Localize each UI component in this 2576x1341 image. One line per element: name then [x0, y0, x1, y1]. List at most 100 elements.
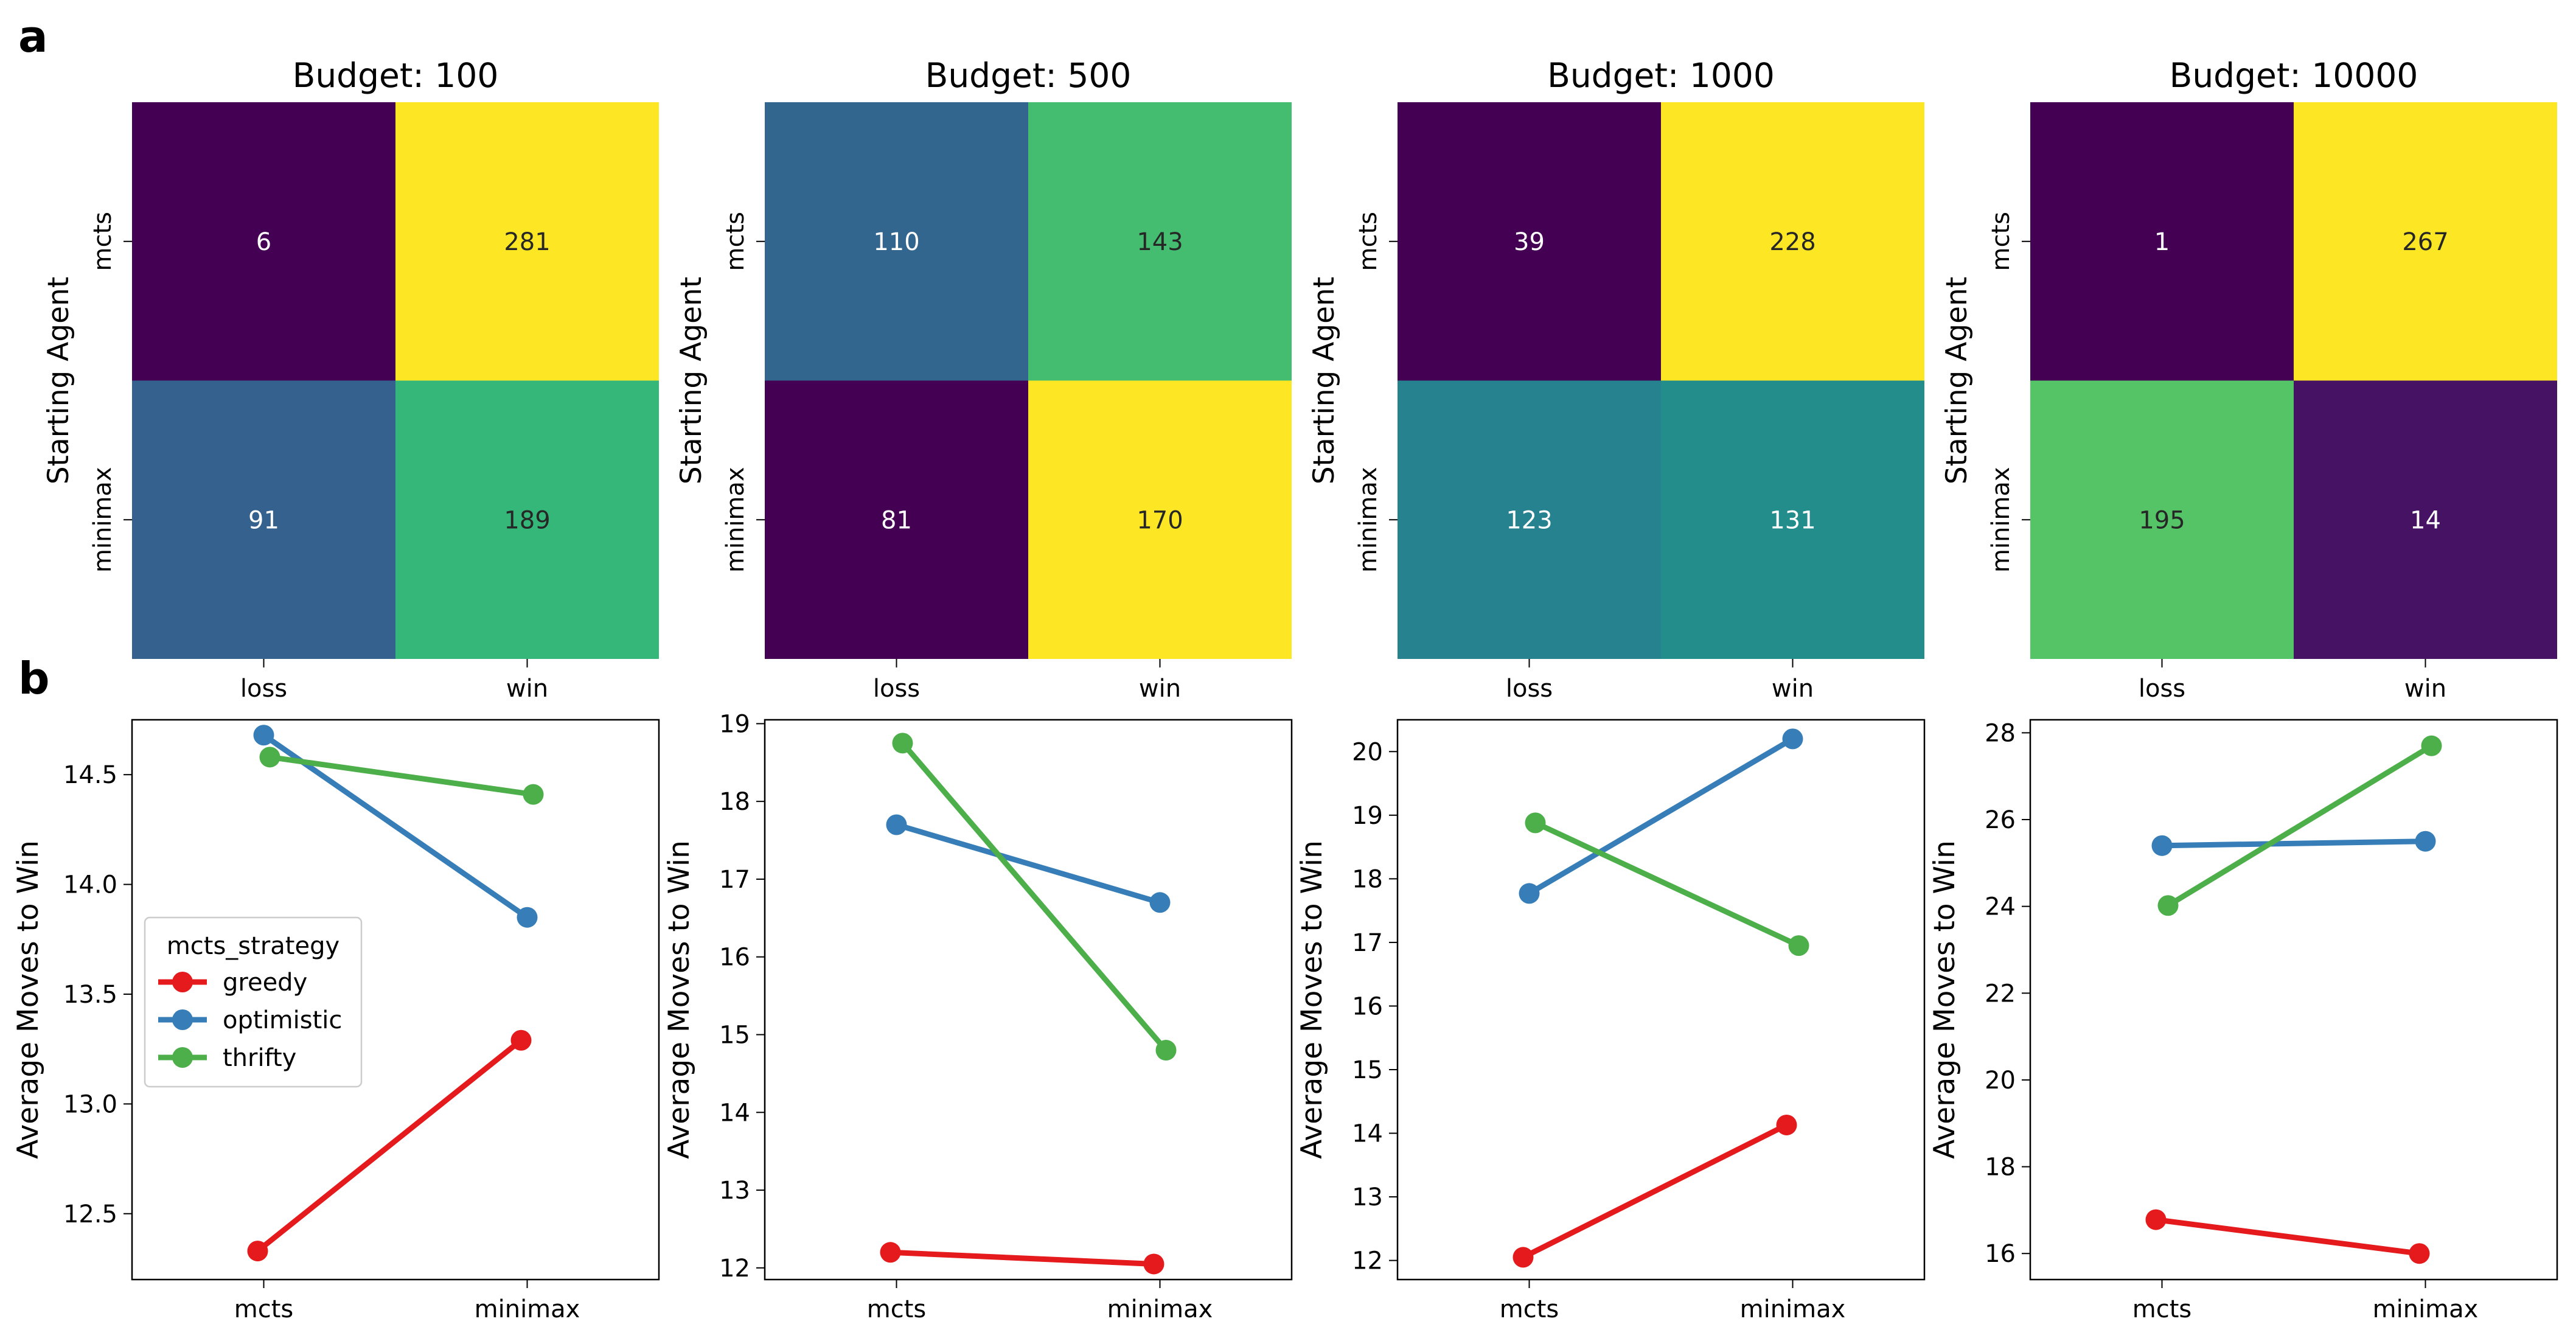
lineplot-1-line-greedy	[255, 1037, 524, 1254]
lineplot-1-ytick-label: 14.0	[63, 871, 117, 899]
heatmap-4-cell-minimax-loss	[2030, 380, 2294, 659]
heatmap-1-ylabel: Starting Agent	[42, 277, 75, 485]
lineplot-1-point-optimistic-mcts	[253, 725, 274, 746]
lineplot-1-ytick-label: 14.5	[63, 761, 117, 789]
heatmap-2-cell-mcts-loss	[765, 102, 1028, 381]
heatmap-2-cell-mcts-win	[1028, 102, 1292, 381]
lineplot-3-frame	[1396, 719, 1926, 1281]
lineplot-3-ytick-label: 12	[1352, 1247, 1383, 1275]
lineplot-3-line-greedy	[1520, 1122, 1789, 1260]
lineplot-3-point-greedy-mcts	[1513, 1247, 1534, 1268]
lineplot-4-line-optimistic	[2159, 838, 2428, 849]
lineplot-3-point-optimistic-minimax	[1782, 728, 1803, 750]
heatmap-2-xtick-label: loss	[873, 675, 920, 703]
heatmap-2-ylabel: Starting Agent	[675, 277, 708, 485]
lineplot-2-ytick-label: 14	[719, 1099, 750, 1127]
lineplot-2-point-thrifty-minimax	[1155, 1040, 1177, 1061]
heatmap-2-cell-label: 81	[881, 506, 912, 534]
lineplot-2-ytick-label: 13	[719, 1177, 750, 1205]
heatmap-4-cell-label: 1	[2154, 228, 2170, 256]
heatmap-3-ytick-label: minimax	[1354, 467, 1382, 573]
heatmap-2-cell-minimax-win	[1028, 380, 1292, 659]
lineplot-2-point-optimistic-mcts	[886, 814, 907, 835]
legend-title: mcts_strategy	[167, 932, 339, 960]
lineplot-1-line-optimistic	[261, 732, 530, 921]
lineplot-1-point-thrifty-mcts	[259, 747, 280, 768]
lineplot-3-ytick-label: 18	[1352, 865, 1383, 893]
heatmap-1-xtick-label: win	[506, 675, 548, 703]
heatmap-3-cell-mcts-loss	[1398, 102, 1661, 381]
heatmap-3-ylabel: Starting Agent	[1307, 277, 1341, 485]
heatmap-3-cell-label: 123	[1506, 506, 1552, 534]
lineplot-2-point-greedy-mcts	[880, 1242, 901, 1263]
lineplot-4-ylabel: Average Moves to Win	[1928, 840, 1962, 1159]
legend-swatch-marker-thrifty	[172, 1047, 193, 1068]
heatmap-2-title: Budget: 500	[925, 56, 1132, 95]
lineplot-2-xtick-label: minimax	[1107, 1295, 1213, 1323]
lineplot-2-point-thrifty-mcts	[892, 733, 913, 754]
lineplot-1-ytick-label: 12.5	[63, 1200, 117, 1228]
lineplot-3-ylabel: Average Moves to Win	[1295, 840, 1329, 1159]
heatmap-4-cell-mcts-loss	[2030, 102, 2294, 381]
heatmap-3-xtick-label: loss	[1506, 675, 1553, 703]
heatmap-3-cell-label: 39	[1514, 228, 1545, 256]
heatmap-4-ytick-label: mcts	[1987, 212, 2015, 271]
heatmap-4-title: Budget: 10000	[2170, 56, 2418, 95]
lineplot-2-ylabel: Average Moves to Win	[663, 840, 696, 1159]
lineplot-4-ytick-label: 26	[1985, 806, 2016, 834]
heatmap-2-xtick-label: win	[1139, 675, 1181, 703]
lineplot-4-ytick-label: 20	[1985, 1067, 2016, 1095]
lineplot-3-ytick-label: 14	[1352, 1120, 1383, 1148]
lineplot-3-ytick-label: 17	[1352, 929, 1383, 957]
lineplot-1-point-greedy-minimax	[510, 1029, 532, 1051]
lineplot-4-point-greedy-mcts	[2145, 1209, 2167, 1230]
legend-entry-optimistic: optimistic	[223, 1006, 342, 1034]
heatmap-1-cell-label: 91	[248, 506, 279, 534]
heatmap-1-cell-mcts-win	[395, 102, 659, 381]
lineplot-3-xtick-label: mcts	[1500, 1295, 1559, 1323]
panel-label-a: a	[18, 11, 48, 62]
lineplot-2-ytick-label: 16	[719, 944, 750, 972]
lineplot-4-ytick-label: 22	[1985, 980, 2016, 1008]
lineplot-4-ytick-label: 18	[1985, 1154, 2016, 1182]
heatmap-1-cell-mcts-loss	[132, 102, 395, 381]
heatmap-3-cell-minimax-win	[1661, 380, 1924, 659]
lineplot-4-point-optimistic-minimax	[2415, 831, 2436, 852]
heatmap-3-xtick-label: win	[1772, 675, 1814, 703]
lineplot-4-xtick-label: minimax	[2373, 1295, 2479, 1323]
lineplot-4-line-greedy	[2153, 1217, 2422, 1256]
lineplot-2-point-optimistic-minimax	[1149, 892, 1171, 913]
heatmap-1-ytick-label: mcts	[89, 212, 117, 271]
lineplot-2-ytick-label: 19	[719, 710, 750, 738]
lineplot-4-ytick-label: 28	[1985, 719, 2016, 747]
legend-swatch-marker-greedy	[172, 972, 193, 992]
legend-swatch-marker-optimistic	[172, 1009, 193, 1030]
lineplot-1-xtick-label: minimax	[475, 1295, 580, 1323]
heatmap-2-cell-label: 143	[1137, 228, 1183, 256]
lineplot-4-frame	[2029, 719, 2558, 1281]
lineplot-4-ytick-label: 16	[1985, 1240, 2016, 1268]
heatmap-1-cell-minimax-loss	[132, 380, 395, 659]
legend-entry-greedy: greedy	[223, 969, 307, 997]
heatmap-2-ytick-label: minimax	[722, 467, 750, 573]
heatmap-3-ytick-label: mcts	[1354, 212, 1382, 271]
lineplot-1-ytick-label: 13.5	[63, 981, 117, 1009]
lineplot-3-ytick-label: 16	[1352, 992, 1383, 1020]
lineplot-1-xtick-label: mcts	[234, 1295, 293, 1323]
lineplot-2-ytick-label: 18	[719, 788, 750, 816]
heatmap-3-cell-label: 131	[1769, 506, 1815, 534]
heatmap-2-cell-label: 110	[873, 228, 919, 256]
heatmap-3-cell-mcts-win	[1661, 102, 1924, 381]
heatmap-3-cell-label: 228	[1769, 228, 1815, 256]
heatmap-3-title: Budget: 1000	[1547, 56, 1775, 95]
lineplot-1-point-thrifty-minimax	[523, 784, 544, 805]
heatmap-1-cell-label: 6	[256, 228, 271, 256]
lineplot-2-ytick-label: 12	[719, 1255, 750, 1283]
lineplot-3-xtick-label: minimax	[1740, 1295, 1846, 1323]
lineplot-2-ytick-label: 17	[719, 866, 750, 894]
panel-label-b: b	[18, 653, 50, 704]
heatmap-4-cell-mcts-win	[2294, 102, 2557, 381]
legend-box	[144, 916, 363, 1088]
lineplot-2-line-thrifty	[900, 740, 1169, 1053]
